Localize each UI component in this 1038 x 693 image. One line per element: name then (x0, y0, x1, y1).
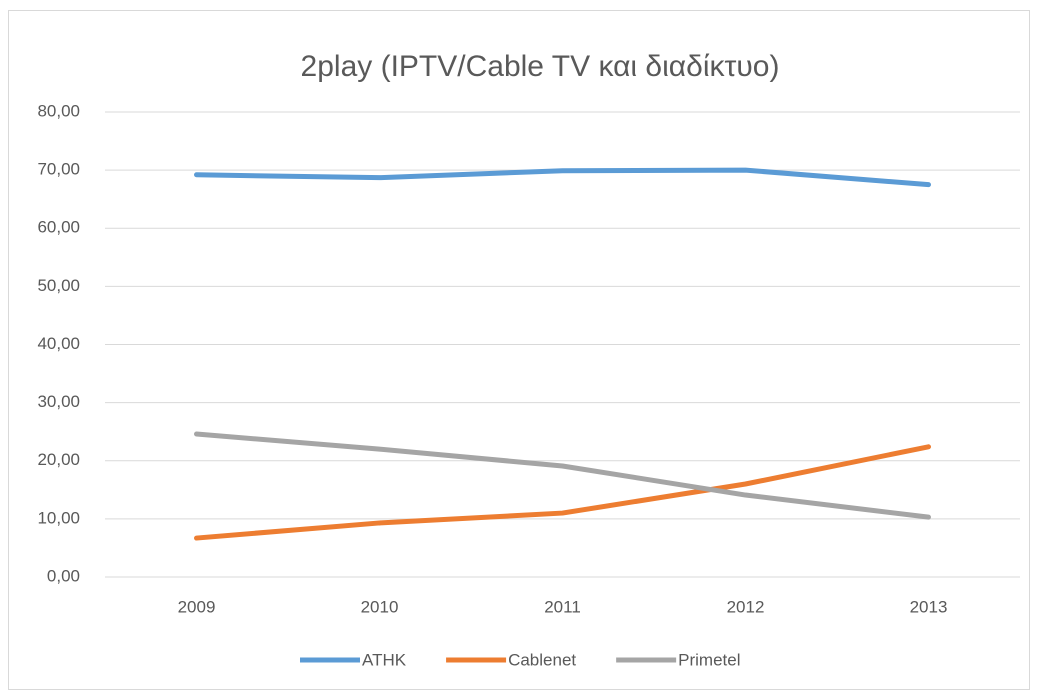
y-tick-label: 20,00 (37, 450, 80, 469)
y-tick-label: 10,00 (37, 508, 80, 527)
x-tick-label: 2012 (727, 597, 765, 616)
chart-title: 2play (IPTV/Cable TV και διαδίκτυο) (301, 50, 780, 83)
legend-label: ATHK (362, 650, 407, 669)
y-tick-label: 50,00 (37, 276, 80, 295)
y-tick-label: 60,00 (37, 218, 80, 237)
x-tick-label: 2011 (544, 597, 581, 616)
line (194, 444, 931, 541)
line (194, 431, 931, 520)
x-tick-label: 2013 (910, 597, 948, 616)
x-tick-label: 2009 (178, 597, 216, 616)
y-tick-label: 80,00 (37, 101, 80, 120)
legend-label: Primetel (678, 650, 740, 669)
x-tick-label: 2010 (361, 597, 399, 616)
y-tick-label: 30,00 (37, 392, 80, 411)
line (194, 167, 931, 188)
y-tick-label: 0,00 (47, 566, 80, 585)
legend-label: Cablenet (508, 650, 576, 669)
y-tick-label: 70,00 (37, 160, 80, 179)
y-tick-label: 40,00 (37, 334, 80, 353)
chart-border (8, 10, 1030, 690)
